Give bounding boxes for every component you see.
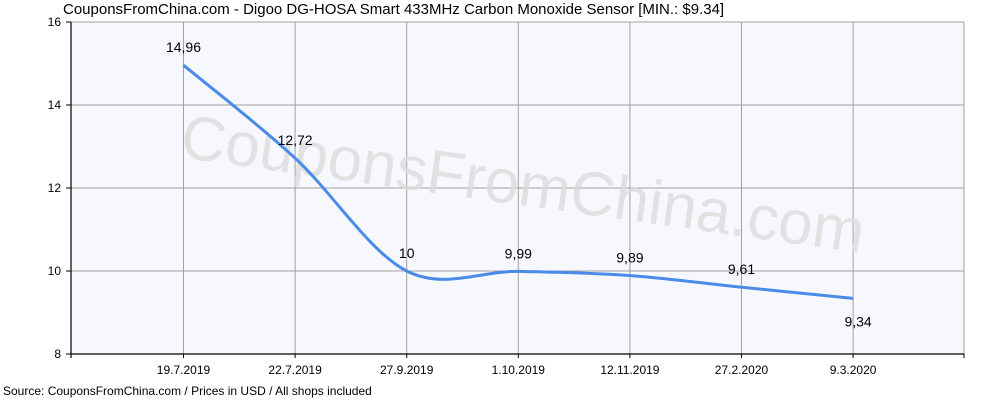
x-tick-label: 19.7.2019	[157, 363, 211, 377]
data-label: 9,89	[616, 250, 643, 266]
y-tick-label: 8	[54, 347, 61, 361]
data-label: 12,72	[278, 132, 313, 148]
data-label: 9,61	[728, 261, 755, 277]
chart-title: CouponsFromChina.com - Digoo DG-HOSA Sma…	[63, 1, 725, 18]
x-tick-label: 27.9.2019	[380, 363, 434, 377]
data-label: 9,34	[844, 313, 871, 329]
x-tick-label: 12.11.2019	[600, 363, 659, 377]
y-tick-label: 10	[48, 264, 62, 278]
data-label: 9,99	[505, 245, 532, 261]
data-label: 14,96	[166, 39, 201, 55]
data-label: 10	[399, 245, 415, 261]
x-tick-label: 1.10.2019	[492, 363, 546, 377]
x-tick-label: 9.3.2020	[830, 363, 877, 377]
source-footer: Source: CouponsFromChina.com / Prices in…	[3, 384, 372, 398]
price-line	[182, 64, 854, 300]
y-tick-label: 16	[48, 15, 62, 29]
y-tick-label: 12	[48, 181, 62, 195]
y-tick-label: 14	[48, 98, 62, 112]
x-tick-label: 22.7.2019	[268, 363, 322, 377]
x-tick-label: 27.2.2020	[715, 363, 769, 377]
